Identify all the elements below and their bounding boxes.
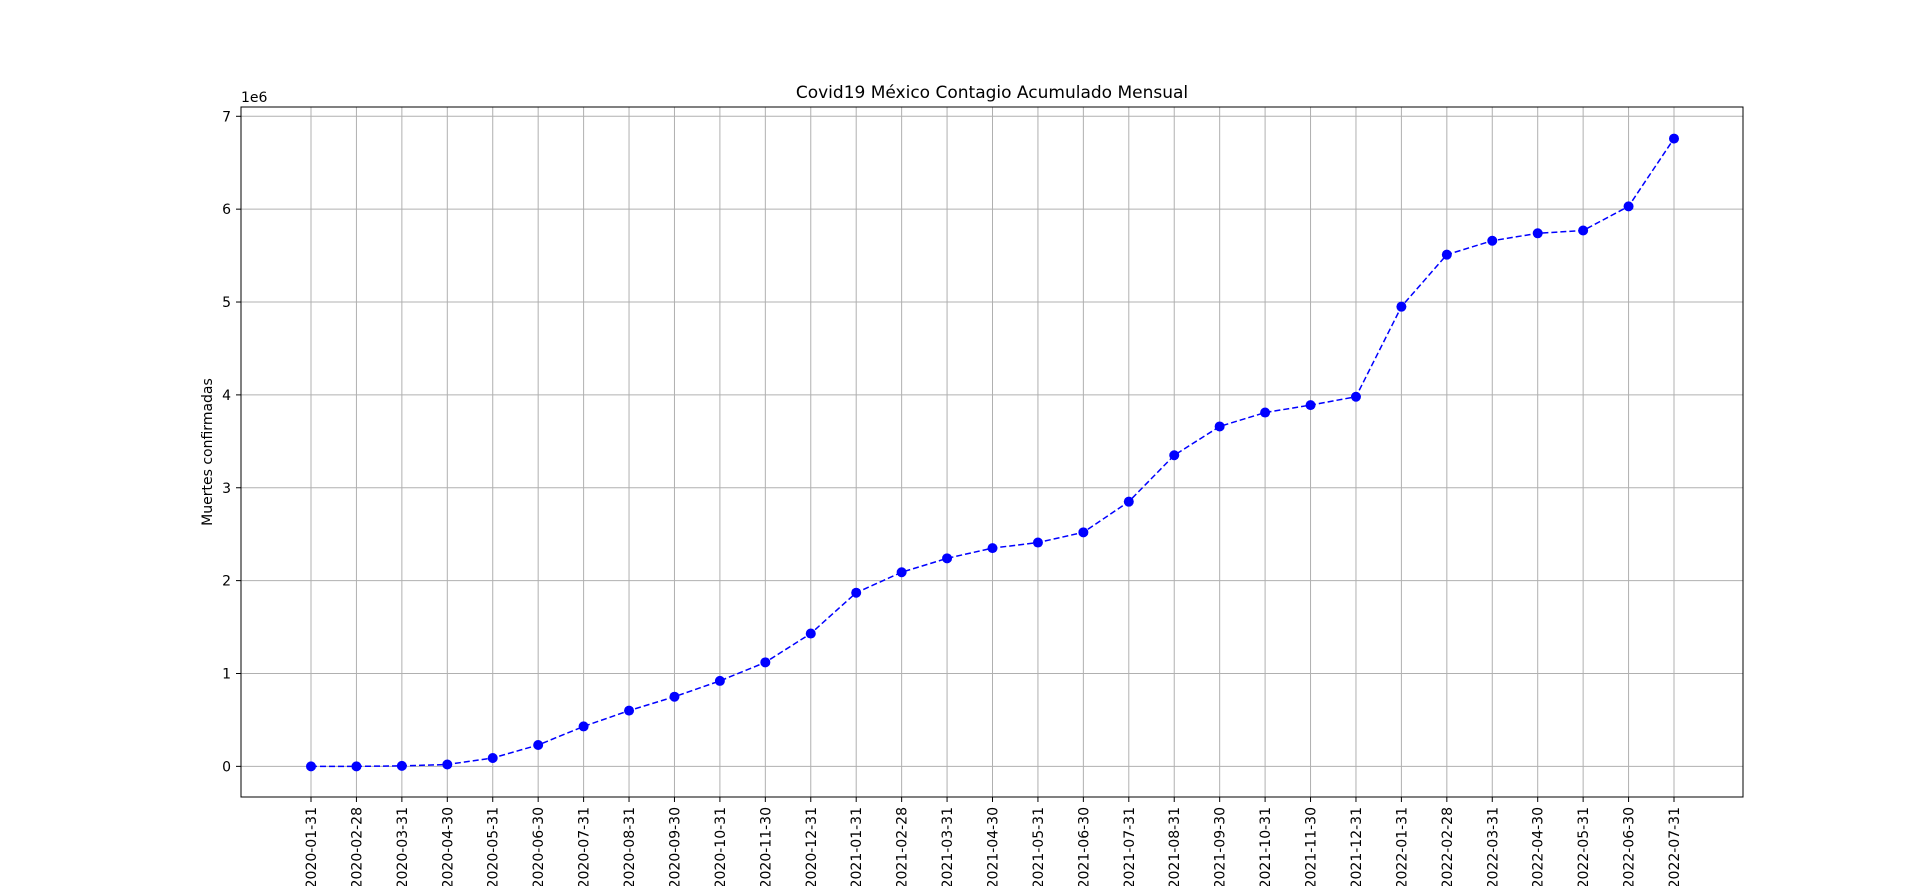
data-point-marker xyxy=(1032,537,1043,548)
data-point-marker xyxy=(1123,496,1134,507)
y-axis-ticks: 0 1 2 3 4 5 6 7 xyxy=(222,109,241,775)
y-axis-label: Muertes confirmadas xyxy=(200,378,216,526)
data-point-marker xyxy=(624,705,635,716)
grid-lines xyxy=(241,107,1743,797)
series-markers xyxy=(306,133,1679,772)
data-point-marker xyxy=(306,761,316,772)
data-point-marker xyxy=(1487,235,1498,246)
x-tick-label: 2020-12-31 xyxy=(804,807,820,886)
x-tick-label: 2020-03-31 xyxy=(395,807,411,886)
x-tick-label: 2020-06-30 xyxy=(531,807,547,886)
x-tick-label: 2020-01-31 xyxy=(304,807,320,886)
data-point-marker xyxy=(1441,249,1452,260)
x-tick-label: 2022-03-31 xyxy=(1485,807,1501,886)
x-tick-label: 2020-05-31 xyxy=(486,807,502,886)
data-point-marker xyxy=(714,675,725,686)
y-axis-offset-text: 1e6 xyxy=(241,90,268,106)
x-tick-label: 2021-06-30 xyxy=(1076,807,1092,886)
x-tick-label: 2021-04-30 xyxy=(986,807,1002,886)
x-tick-label: 2020-10-31 xyxy=(713,807,729,886)
y-tick-label: 1 xyxy=(222,666,231,682)
x-tick-label: 2021-08-31 xyxy=(1167,807,1183,886)
data-point-marker xyxy=(1623,201,1634,212)
x-tick-label: 2021-03-31 xyxy=(940,807,956,886)
data-point-marker xyxy=(851,587,862,598)
data-point-marker xyxy=(987,543,998,554)
x-tick-label: 2022-07-31 xyxy=(1667,807,1683,886)
x-tick-label: 2021-12-31 xyxy=(1349,807,1365,886)
data-point-marker xyxy=(1169,450,1180,461)
y-tick-label: 3 xyxy=(222,481,231,497)
y-tick-label: 5 xyxy=(222,295,231,311)
x-axis-ticks: 2020-01-31 2020-02-28 2020-03-31 2020-04-30… xyxy=(304,797,1683,886)
data-point-marker xyxy=(942,553,953,564)
data-point-marker xyxy=(1532,228,1543,239)
data-point-marker xyxy=(1214,421,1225,432)
data-point-marker xyxy=(442,759,453,770)
x-tick-label: 2020-02-28 xyxy=(349,807,365,886)
x-tick-label: 2022-02-28 xyxy=(1440,807,1456,886)
x-tick-label: 2020-07-31 xyxy=(577,807,593,886)
x-tick-label: 2022-04-30 xyxy=(1531,807,1547,886)
data-point-marker xyxy=(805,628,816,639)
data-point-marker xyxy=(1669,133,1679,144)
data-point-marker xyxy=(1350,391,1361,402)
data-point-marker xyxy=(578,721,589,732)
x-tick-label: 2020-11-30 xyxy=(758,807,774,886)
data-point-marker xyxy=(533,739,544,750)
data-point-marker xyxy=(1305,400,1316,411)
chart-title: Covid19 México Contagio Acumulado Mensua… xyxy=(796,83,1188,103)
data-point-marker xyxy=(669,691,680,702)
x-tick-label: 2020-08-31 xyxy=(622,807,638,886)
y-tick-label: 0 xyxy=(222,759,231,775)
x-tick-label: 2021-10-31 xyxy=(1258,807,1274,886)
x-tick-label: 2021-11-30 xyxy=(1304,807,1320,886)
x-tick-label: 2020-09-30 xyxy=(667,807,683,886)
y-tick-label: 2 xyxy=(222,574,231,590)
y-tick-label: 6 xyxy=(222,202,231,218)
data-point-marker xyxy=(896,567,907,578)
data-point-marker xyxy=(1396,301,1407,312)
x-tick-label: 2021-09-30 xyxy=(1213,807,1229,886)
data-point-marker xyxy=(487,752,498,763)
data-point-marker xyxy=(1078,527,1089,538)
x-tick-label: 2021-05-31 xyxy=(1031,807,1047,886)
data-point-marker xyxy=(760,657,771,668)
data-point-marker xyxy=(396,760,407,771)
y-tick-label: 7 xyxy=(222,109,231,125)
x-tick-label: 2020-04-30 xyxy=(440,807,456,886)
data-point-marker xyxy=(1578,225,1589,236)
x-tick-label: 2022-01-31 xyxy=(1394,807,1410,886)
data-point-marker xyxy=(1260,407,1271,418)
x-tick-label: 2021-07-31 xyxy=(1122,807,1138,886)
x-tick-label: 2022-06-30 xyxy=(1622,807,1638,886)
y-tick-label: 4 xyxy=(222,388,231,404)
x-tick-label: 2021-01-31 xyxy=(849,807,865,886)
data-point-marker xyxy=(351,761,362,772)
x-tick-label: 2021-02-28 xyxy=(895,807,911,886)
x-tick-label: 2022-05-31 xyxy=(1576,807,1592,886)
